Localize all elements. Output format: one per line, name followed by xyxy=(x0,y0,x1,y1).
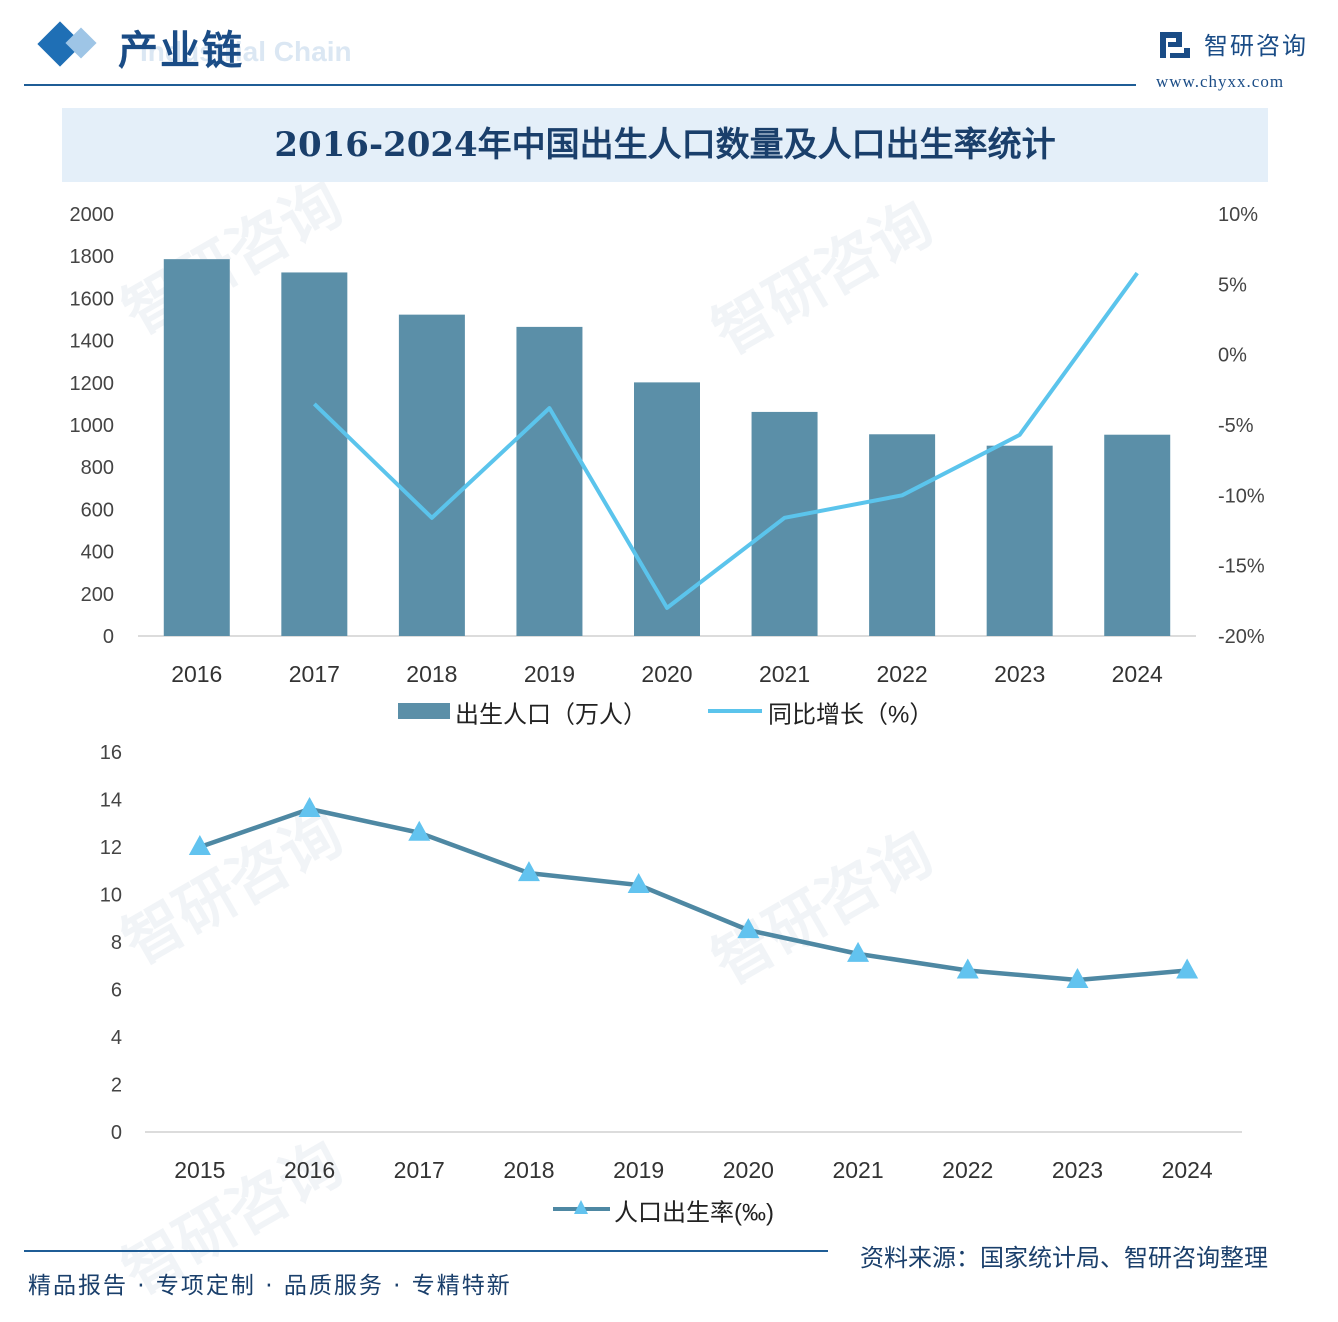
y-left-tick-label: 600 xyxy=(81,499,114,521)
x-tick-label: 2015 xyxy=(174,1157,225,1183)
x-tick-label: 2016 xyxy=(284,1157,335,1183)
brand-url[interactable]: www.chyxx.com xyxy=(1156,72,1285,91)
x-tick-label: 2018 xyxy=(503,1157,554,1183)
x-tick-label: 2024 xyxy=(1112,661,1163,687)
birth-rate-chart: 0 2 4 6 8 10 12 14 16 2015 2016 2017 2018 2019 2020 202… xyxy=(100,742,1242,1226)
y-tick-label: 8 xyxy=(111,932,122,954)
y-tick-label: 2 xyxy=(111,1075,122,1097)
legend-line-label: 同比增长（%） xyxy=(768,701,933,728)
y-right-tick-label: -5% xyxy=(1218,415,1254,437)
x-tick-label: 2018 xyxy=(406,661,457,687)
bar xyxy=(751,411,818,636)
y-right-tick-label: 10% xyxy=(1218,204,1258,226)
x-tick-label: 2017 xyxy=(394,1157,445,1183)
data-point-marker xyxy=(408,820,431,841)
header-divider xyxy=(24,84,1136,86)
data-point-marker xyxy=(1066,968,1089,988)
bar xyxy=(398,314,465,636)
bar xyxy=(281,272,348,636)
y-left-tick-label: 1600 xyxy=(70,288,115,310)
y-left-tick-label: 800 xyxy=(81,457,114,479)
bar xyxy=(163,259,230,636)
footer-divider xyxy=(24,1250,828,1252)
data-point-marker xyxy=(298,797,321,817)
y-right-tick-label: -15% xyxy=(1218,556,1265,578)
brand-logo-icon xyxy=(1160,32,1190,58)
data-point-marker xyxy=(956,958,979,979)
x-tick-label: 2020 xyxy=(723,1157,774,1183)
bar xyxy=(634,382,700,636)
chart-title: 2016-2024年中国出生人口数量及人口出生率统计 xyxy=(274,125,1056,165)
y-tick-label: 16 xyxy=(100,742,122,764)
legend-bar-swatch xyxy=(398,703,450,719)
x-tick-label: 2020 xyxy=(641,661,692,687)
x-tick-label: 2022 xyxy=(877,661,928,687)
y-tick-label: 6 xyxy=(111,980,122,1002)
growth-line xyxy=(312,271,1139,610)
data-point-marker xyxy=(847,941,870,962)
y-tick-label: 12 xyxy=(100,837,122,859)
x-tick-label: 2022 xyxy=(942,1157,993,1183)
x-tick-label: 2023 xyxy=(1052,1157,1103,1183)
bar xyxy=(516,326,583,636)
x-tick-label: 2021 xyxy=(832,1157,883,1183)
x-tick-label: 2019 xyxy=(613,1157,664,1183)
y-right-tick-label: -20% xyxy=(1218,626,1265,648)
data-source: 资料来源：国家统计局、智研咨询整理 xyxy=(860,1244,1268,1272)
x-tick-label: 2019 xyxy=(524,661,575,687)
y-left-tick-label: 1200 xyxy=(70,373,115,395)
footer-slogan: 精品报告 · 专项定制 · 品质服务 · 专精特新 xyxy=(28,1273,512,1299)
y-right-tick-label: -10% xyxy=(1218,485,1265,507)
y-left-tick-label: 1800 xyxy=(70,246,115,268)
y-left-tick-label: 2000 xyxy=(70,204,115,226)
header-title: 产业链 xyxy=(118,28,244,74)
data-point-marker xyxy=(188,835,211,855)
header-subtitle: Industrial Chain xyxy=(140,36,352,67)
y-tick-label: 0 xyxy=(111,1122,122,1144)
bar xyxy=(1104,434,1171,636)
x-tick-label: 2023 xyxy=(994,661,1045,687)
data-point-marker xyxy=(517,861,540,882)
chart-title-band xyxy=(62,108,1268,182)
y-tick-label: 14 xyxy=(100,790,122,812)
x-tick-label: 2017 xyxy=(289,661,340,687)
legend-marker-icon xyxy=(574,1200,588,1214)
data-point-marker xyxy=(737,918,760,939)
y-right-tick-label: 0% xyxy=(1218,345,1247,367)
x-tick-label: 2016 xyxy=(171,661,222,687)
y-right-tick-label: 5% xyxy=(1218,274,1247,296)
y-left-tick-label: 1400 xyxy=(70,331,115,353)
data-point-marker xyxy=(627,873,650,893)
y-left-tick-label: 400 xyxy=(81,542,114,564)
bar xyxy=(986,445,1053,636)
x-tick-label: 2021 xyxy=(759,661,810,687)
y-left-tick-label: 1000 xyxy=(70,415,115,437)
bar xyxy=(869,434,936,636)
legend-bar-label: 出生人口（万人） xyxy=(455,701,647,728)
y-left-tick-label: 200 xyxy=(81,584,114,606)
brand-name: 智研咨询 xyxy=(1204,32,1308,60)
birth-rate-line xyxy=(199,806,1188,983)
y-tick-label: 4 xyxy=(111,1027,122,1049)
y-tick-label: 10 xyxy=(100,885,122,907)
legend-label: 人口出生率(‰) xyxy=(614,1199,774,1226)
data-point-marker xyxy=(1176,958,1199,979)
x-tick-label: 2024 xyxy=(1162,1157,1213,1183)
birth-population-chart: 0 200 400 600 800 1000 1200 1400 1600 1800 2000 -20… xyxy=(70,204,1265,728)
y-left-tick-label: 0 xyxy=(103,626,114,648)
